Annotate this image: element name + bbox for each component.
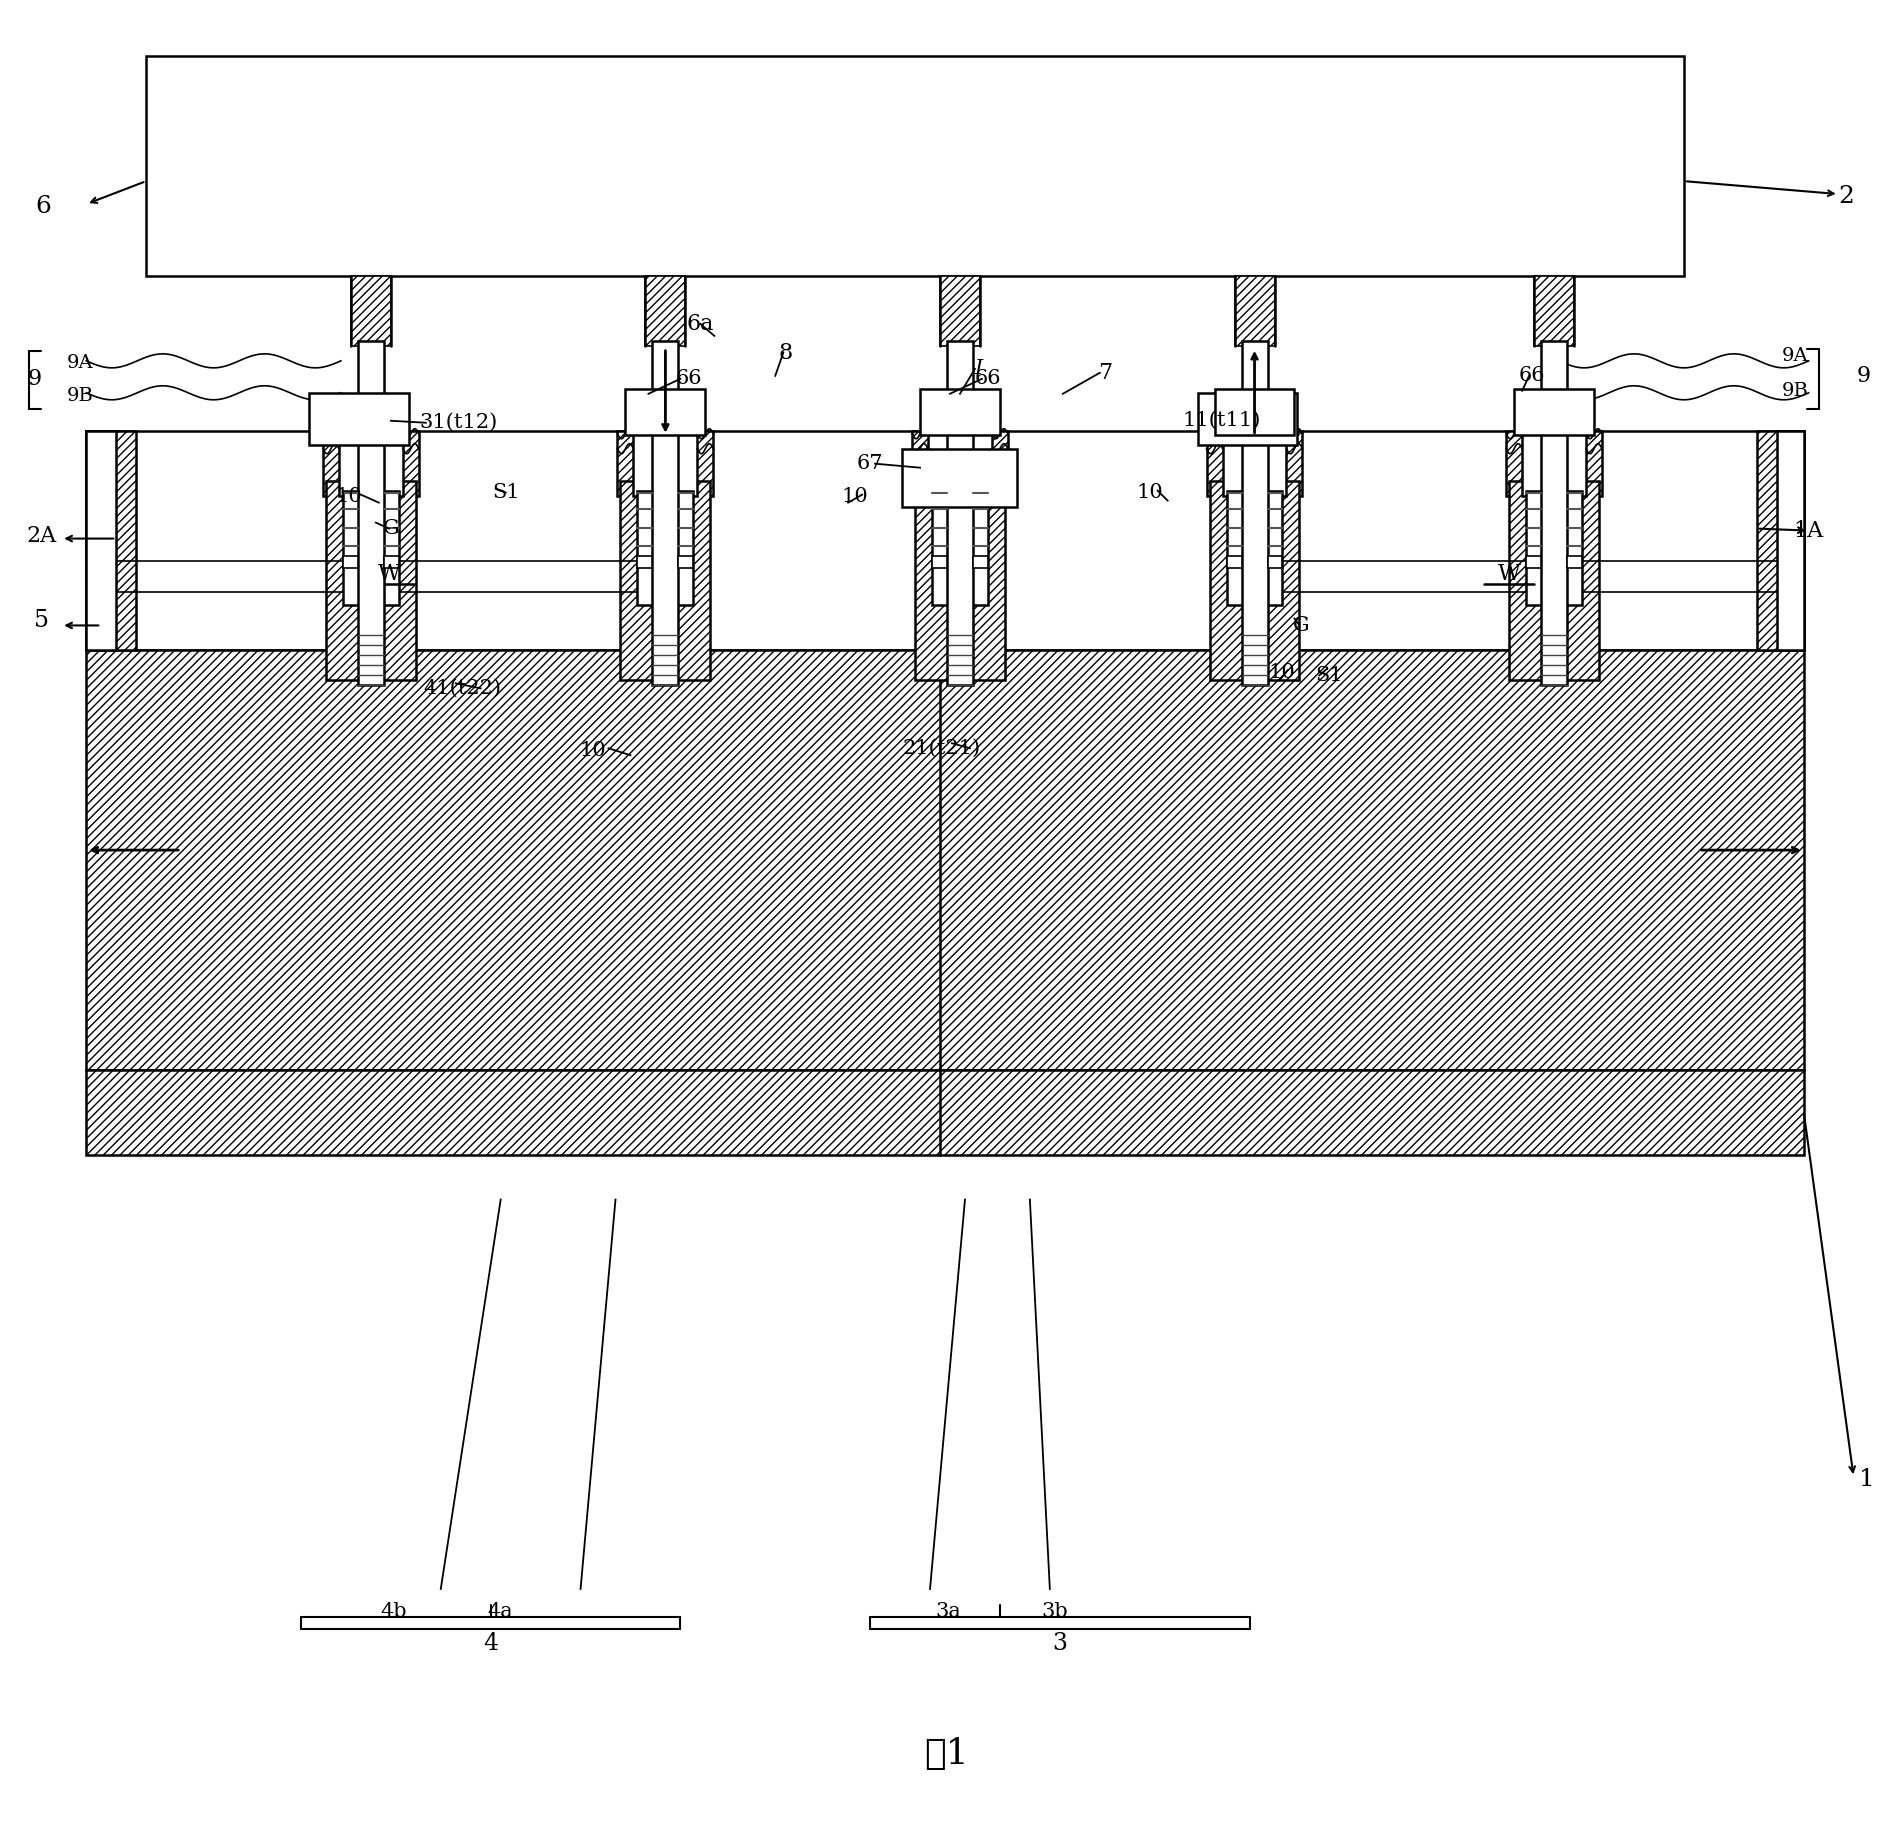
Bar bbox=[653, 341, 678, 685]
Bar bbox=[343, 555, 358, 568]
Bar bbox=[920, 388, 1000, 434]
Bar bbox=[1509, 480, 1600, 680]
Bar bbox=[941, 277, 981, 346]
Bar bbox=[350, 277, 390, 346]
Bar bbox=[912, 431, 1007, 496]
Bar bbox=[324, 431, 418, 496]
Text: G: G bbox=[382, 518, 399, 539]
Bar bbox=[87, 431, 136, 650]
Bar bbox=[638, 491, 693, 605]
Text: 11(t11): 11(t11) bbox=[1183, 410, 1261, 431]
Bar bbox=[1234, 277, 1274, 346]
Text: 8: 8 bbox=[778, 343, 793, 365]
Text: 4b: 4b bbox=[380, 1603, 407, 1621]
Bar bbox=[1215, 388, 1295, 434]
Text: 2: 2 bbox=[1838, 185, 1855, 207]
Bar bbox=[146, 57, 1685, 277]
Bar bbox=[1242, 341, 1268, 685]
Text: 5: 5 bbox=[34, 608, 49, 632]
Text: 9A: 9A bbox=[66, 354, 93, 372]
Bar bbox=[1522, 431, 1586, 496]
Text: 9A: 9A bbox=[1781, 346, 1808, 365]
Text: W: W bbox=[1497, 562, 1520, 584]
Bar bbox=[384, 555, 399, 568]
Text: 67: 67 bbox=[858, 454, 884, 473]
Text: I: I bbox=[973, 359, 982, 379]
Bar bbox=[931, 491, 988, 605]
Bar bbox=[1757, 431, 1804, 650]
Bar bbox=[1526, 555, 1541, 568]
Text: W: W bbox=[377, 562, 399, 584]
Bar bbox=[625, 388, 706, 434]
Text: 4: 4 bbox=[483, 1632, 498, 1656]
Text: 4a: 4a bbox=[488, 1603, 513, 1621]
Text: 41(t22): 41(t22) bbox=[424, 680, 502, 698]
Bar bbox=[358, 341, 384, 685]
Bar bbox=[326, 480, 416, 680]
Bar bbox=[621, 480, 710, 680]
Bar bbox=[339, 431, 403, 496]
Bar bbox=[634, 431, 697, 496]
Bar bbox=[1507, 431, 1601, 496]
Text: 3: 3 bbox=[1053, 1632, 1068, 1656]
Bar bbox=[87, 431, 1804, 650]
Text: 6a: 6a bbox=[687, 313, 714, 335]
Bar bbox=[973, 555, 988, 568]
Text: S1: S1 bbox=[492, 484, 519, 502]
Bar bbox=[1227, 491, 1282, 605]
Bar bbox=[343, 491, 399, 605]
Text: S1: S1 bbox=[1316, 665, 1344, 685]
Text: 图1: 图1 bbox=[924, 1737, 969, 1772]
Text: 6: 6 bbox=[36, 194, 51, 218]
Text: 66: 66 bbox=[975, 370, 1001, 388]
Text: G: G bbox=[1293, 616, 1310, 636]
Text: 9: 9 bbox=[1857, 365, 1870, 387]
Bar bbox=[1541, 341, 1567, 685]
Bar bbox=[1533, 277, 1575, 346]
Bar bbox=[1210, 480, 1299, 680]
Bar bbox=[1198, 392, 1297, 445]
Text: 10: 10 bbox=[1268, 663, 1295, 682]
Text: 10: 10 bbox=[842, 487, 869, 506]
Text: 7: 7 bbox=[1098, 363, 1111, 385]
Bar bbox=[87, 650, 1804, 1070]
Bar bbox=[1268, 555, 1282, 568]
Bar bbox=[1526, 491, 1583, 605]
Text: 9B: 9B bbox=[66, 387, 93, 405]
Text: 3b: 3b bbox=[1041, 1603, 1068, 1621]
Text: 10: 10 bbox=[1136, 484, 1162, 502]
Bar bbox=[87, 1070, 1804, 1154]
Bar bbox=[87, 431, 115, 650]
Bar bbox=[646, 277, 685, 346]
Bar bbox=[1223, 431, 1287, 496]
Bar bbox=[914, 480, 1005, 680]
Text: 66: 66 bbox=[676, 370, 702, 388]
Bar bbox=[928, 431, 992, 496]
Bar bbox=[1778, 431, 1804, 650]
Bar bbox=[1567, 555, 1583, 568]
Bar bbox=[678, 555, 693, 568]
Text: 9: 9 bbox=[27, 368, 42, 390]
Text: 9B: 9B bbox=[1781, 381, 1808, 399]
Text: 10: 10 bbox=[579, 740, 606, 760]
Text: 21(t21): 21(t21) bbox=[903, 738, 981, 758]
Bar bbox=[309, 392, 409, 445]
Bar bbox=[1227, 555, 1242, 568]
Bar bbox=[638, 555, 653, 568]
Bar bbox=[617, 431, 714, 496]
Text: 1: 1 bbox=[1859, 1467, 1874, 1491]
Bar bbox=[1514, 388, 1594, 434]
Text: 3a: 3a bbox=[935, 1603, 962, 1621]
Text: 10: 10 bbox=[335, 487, 362, 506]
Text: 66: 66 bbox=[1518, 366, 1545, 385]
Bar bbox=[903, 449, 1017, 507]
Text: 2A: 2A bbox=[27, 524, 57, 546]
Text: 31(t12): 31(t12) bbox=[420, 414, 498, 432]
Bar bbox=[931, 555, 946, 568]
Bar bbox=[1206, 431, 1302, 496]
Text: 1A: 1A bbox=[1795, 520, 1823, 542]
Bar bbox=[946, 341, 973, 685]
